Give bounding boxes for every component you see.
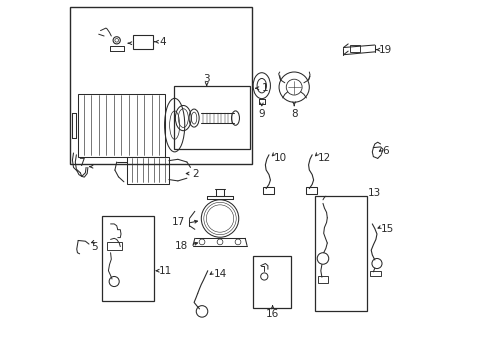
- Bar: [127, 157, 168, 184]
- Bar: [253, 256, 291, 308]
- Text: 7: 7: [78, 158, 84, 168]
- Bar: [102, 216, 154, 301]
- Text: 4: 4: [160, 37, 166, 47]
- Bar: [318, 276, 328, 283]
- Text: 19: 19: [378, 45, 391, 55]
- Text: 17: 17: [171, 217, 185, 228]
- Text: 11: 11: [159, 266, 172, 276]
- Bar: [107, 242, 122, 250]
- Bar: [305, 187, 316, 194]
- Text: 13: 13: [367, 188, 380, 198]
- Bar: [70, 7, 251, 164]
- Text: 1: 1: [261, 83, 268, 93]
- Bar: [314, 196, 366, 311]
- Bar: [133, 35, 152, 49]
- Text: 8: 8: [290, 109, 297, 119]
- Text: 6: 6: [381, 146, 388, 156]
- Text: 10: 10: [273, 153, 286, 163]
- Text: 12: 12: [318, 153, 331, 163]
- Bar: [174, 86, 249, 149]
- Text: 14: 14: [213, 269, 227, 279]
- Text: 9: 9: [258, 109, 264, 120]
- Text: 15: 15: [381, 224, 394, 234]
- Text: 5: 5: [91, 242, 98, 252]
- Text: 18: 18: [175, 240, 188, 251]
- Text: 2: 2: [192, 168, 199, 179]
- Text: 16: 16: [265, 309, 279, 319]
- Bar: [369, 271, 380, 276]
- Bar: [349, 45, 359, 52]
- Bar: [263, 187, 273, 194]
- Bar: [78, 94, 164, 157]
- Text: 3: 3: [203, 73, 209, 84]
